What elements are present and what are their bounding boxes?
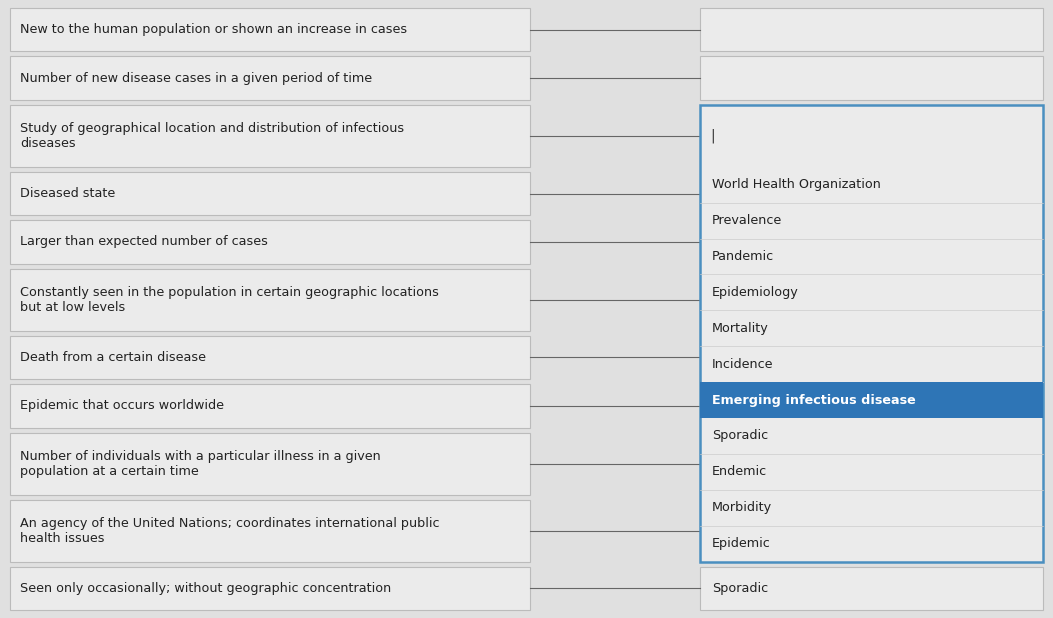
Text: Constantly seen in the population in certain geographic locations
but at low lev: Constantly seen in the population in cer… (20, 286, 439, 314)
Bar (700, 382, 1044, 418)
Bar (9, 336, 530, 379)
Text: Sporadic: Sporadic (712, 582, 768, 595)
Text: Epidemiology: Epidemiology (712, 286, 799, 299)
Text: Death from a certain disease: Death from a certain disease (20, 351, 206, 364)
Text: Number of new disease cases in a given period of time: Number of new disease cases in a given p… (20, 72, 372, 85)
Bar (700, 567, 1044, 610)
Text: Mortality: Mortality (712, 322, 769, 335)
Bar (9, 433, 530, 494)
Text: Epidemic that occurs worldwide: Epidemic that occurs worldwide (20, 399, 224, 412)
Bar (9, 567, 530, 610)
Bar (700, 8, 1044, 51)
Bar (9, 221, 530, 264)
Bar (9, 105, 530, 167)
Bar (9, 8, 530, 51)
Text: Emerging infectious disease: Emerging infectious disease (712, 394, 916, 407)
Bar (9, 269, 530, 331)
Text: Seen only occasionally; without geographic concentration: Seen only occasionally; without geograph… (20, 582, 392, 595)
Text: Epidemic: Epidemic (712, 537, 771, 550)
Text: Number of individuals with a particular illness in a given
population at a certa: Number of individuals with a particular … (20, 450, 381, 478)
Bar (9, 500, 530, 562)
Bar (9, 172, 530, 215)
Text: World Health Organization: World Health Organization (712, 178, 881, 191)
Text: |: | (710, 129, 715, 143)
Text: Incidence: Incidence (712, 358, 774, 371)
Text: Sporadic: Sporadic (712, 430, 768, 442)
Bar (9, 56, 530, 99)
Text: An agency of the United Nations; coordinates international public
health issues: An agency of the United Nations; coordin… (20, 517, 439, 544)
Text: Prevalence: Prevalence (712, 214, 782, 227)
Text: New to the human population or shown an increase in cases: New to the human population or shown an … (20, 23, 408, 36)
Text: Study of geographical location and distribution of infectious
diseases: Study of geographical location and distr… (20, 122, 404, 150)
Text: Endemic: Endemic (712, 465, 768, 478)
Text: Larger than expected number of cases: Larger than expected number of cases (20, 235, 267, 248)
Bar (9, 384, 530, 428)
Bar (700, 105, 1044, 562)
Text: Pandemic: Pandemic (712, 250, 774, 263)
Bar (700, 56, 1044, 99)
Text: Morbidity: Morbidity (712, 501, 772, 514)
Text: Diseased state: Diseased state (20, 187, 115, 200)
